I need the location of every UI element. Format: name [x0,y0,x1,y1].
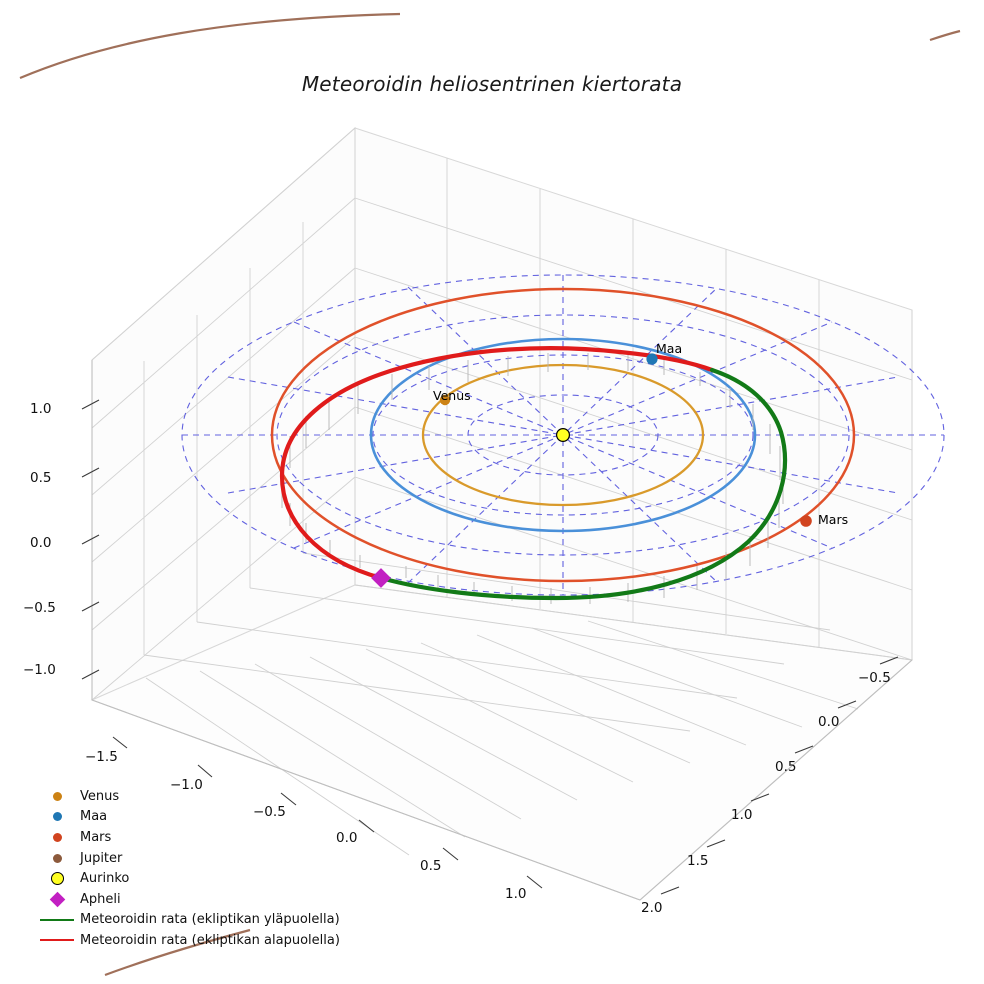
venus-dot-icon [34,791,80,801]
marker-maa [646,353,658,365]
legend-label-apheli: Apheli [80,891,121,907]
legend-label-mars: Mars [80,829,112,845]
label-maa: Maa [656,341,683,356]
legend-item-mars[interactable]: Mars [34,827,354,848]
legend-label-venus: Venus [80,788,120,804]
jupiter-orbit-arc [19,12,961,977]
y-tick-0: −0.5 [858,670,891,686]
z-tick-1: 0.5 [30,470,52,486]
mars-orbit [270,287,856,583]
y-tick-4: 1.5 [687,853,709,869]
x-tick-0: −1.5 [85,749,118,765]
z-tick-3: −0.5 [23,600,56,616]
x-tick-3: 0.0 [336,830,358,846]
y-tick-5: 2.0 [641,900,663,916]
marker-mars [800,515,812,527]
sun-dot-icon [34,872,80,886]
x-tick-2: −0.5 [253,804,286,820]
x-tick-1: −1.0 [170,777,203,793]
legend-item-apheli[interactable]: Apheli [34,889,354,910]
earth-orbit [369,337,757,533]
meteoroid-track-above [378,367,788,601]
y-tick-1: 0.0 [818,714,840,730]
x-tick-5: 1.0 [505,886,527,902]
legend-label-maa: Maa [80,809,108,825]
legend-item-maa[interactable]: Maa [34,807,354,828]
legend-label-aurinko: Aurinko [80,871,130,887]
legend-item-track-below[interactable]: Meteoroidin rata (ekliptikan alapuolella… [34,930,354,951]
y-tick-2: 0.5 [775,759,797,775]
marker-venus [439,394,451,406]
jupiter-dot-icon [34,853,80,863]
legend-label-track-below: Meteoroidin rata (ekliptikan alapuolella… [80,932,340,948]
z-tick-4: −1.0 [23,662,56,678]
red-line-icon [34,939,80,942]
venus-orbit [421,363,705,507]
marker-aurinko [555,428,570,443]
green-line-icon [34,918,80,921]
legend-item-venus[interactable]: Venus [34,786,354,807]
page-title: Meteoroidin heliosentrinen kiertorata [301,72,683,96]
meteoroid-track-below [279,346,715,581]
legend-item-aurinko[interactable]: Aurinko [34,868,354,889]
mars-dot-icon [34,832,80,842]
legend: Venus Maa Mars Jupiter Aurinko [34,786,354,951]
legend-label-jupiter: Jupiter [80,850,123,866]
z-tick-0: 1.0 [30,401,52,417]
label-venus: Venus [433,388,471,403]
label-mars: Mars [818,512,849,527]
x-tick-4: 0.5 [420,858,442,874]
maa-dot-icon [34,812,80,822]
z-tick-2: 0.0 [30,535,52,551]
legend-item-jupiter[interactable]: Jupiter [34,848,354,869]
aphelion-diamond-icon [34,891,80,908]
y-tick-3: 1.0 [731,807,753,823]
legend-item-track-above[interactable]: Meteoroidin rata (ekliptikan yläpuolella… [34,910,354,931]
marker-apheli [371,568,391,588]
legend-label-track-above: Meteoroidin rata (ekliptikan yläpuolella… [80,912,340,928]
